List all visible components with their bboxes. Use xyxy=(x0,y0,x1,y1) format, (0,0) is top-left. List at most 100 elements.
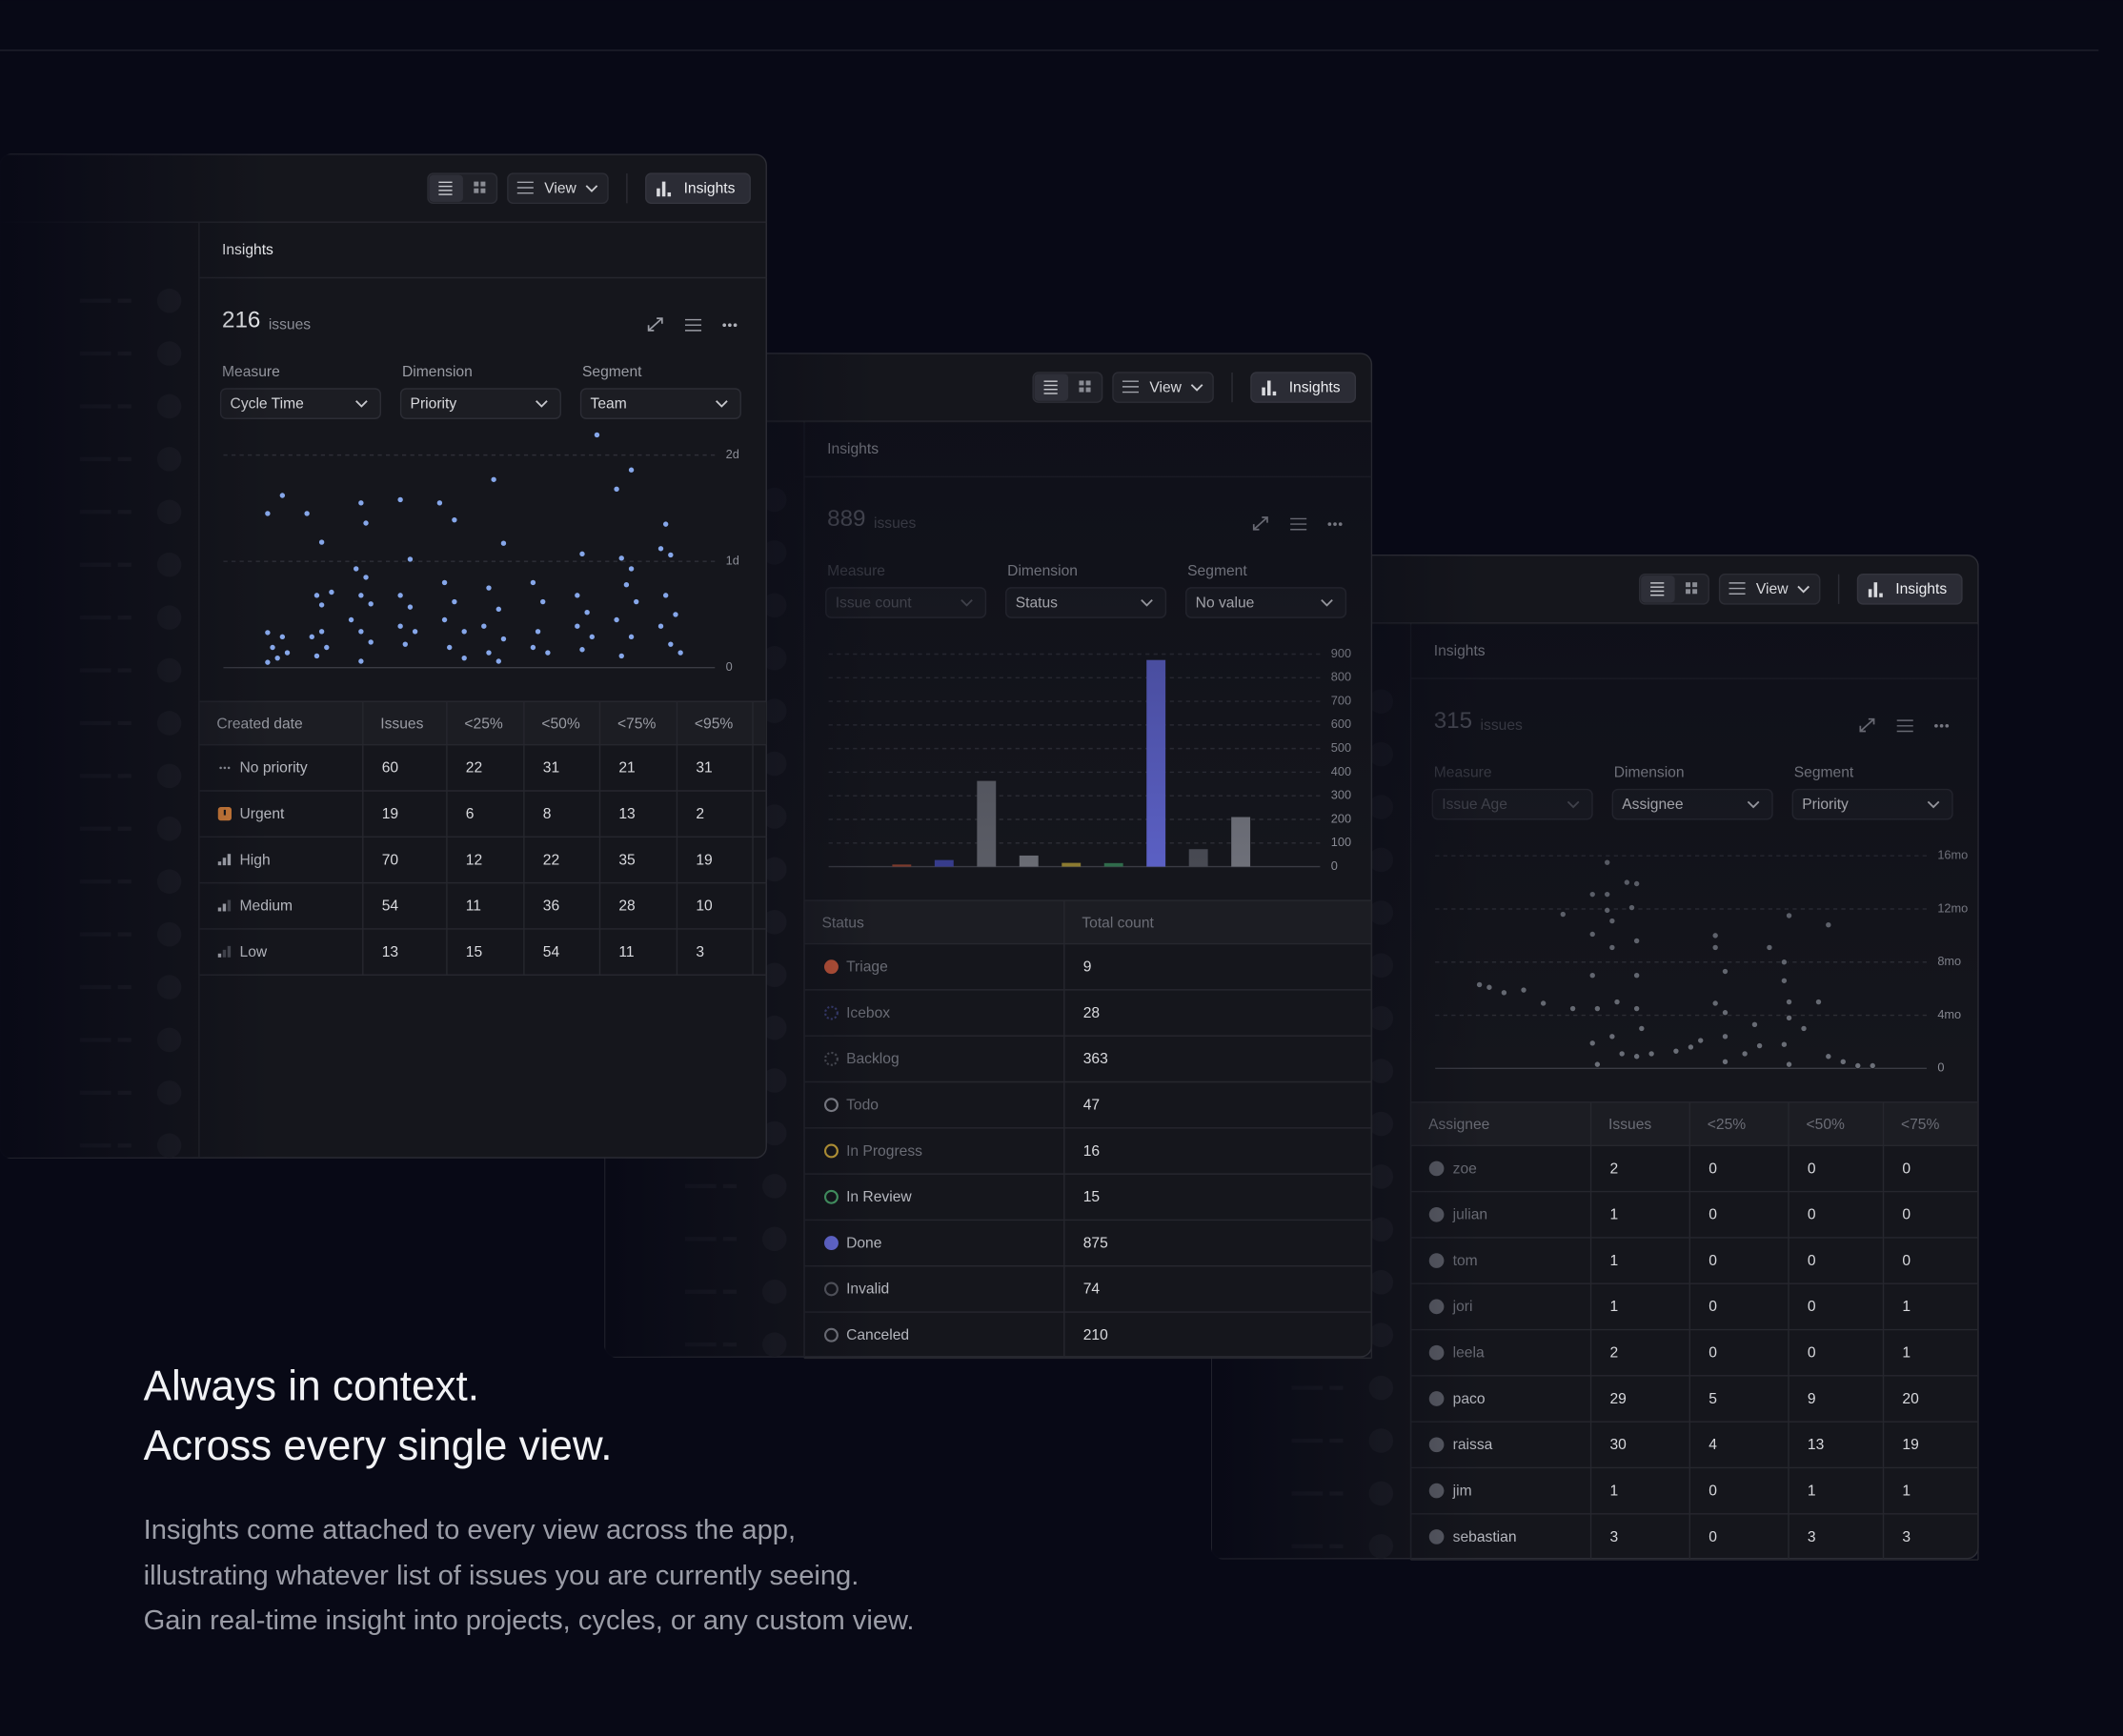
scatter-point xyxy=(574,622,581,630)
left-fade xyxy=(0,154,272,1159)
table-cell: 8 xyxy=(543,806,552,822)
table-cell: 1 xyxy=(1808,1483,1816,1499)
table-cell: 1 xyxy=(1609,1299,1618,1315)
view-label: View xyxy=(1149,379,1182,395)
table-cell: 0 xyxy=(1808,1345,1816,1362)
dropdown-value: Priority xyxy=(411,395,457,412)
chart-icon xyxy=(1873,582,1878,597)
view-button[interactable] xyxy=(507,172,609,205)
layout-toggle-active xyxy=(1034,373,1069,401)
scatter-point xyxy=(662,592,670,599)
expand-icon xyxy=(647,317,663,332)
table-cell: 0 xyxy=(1808,1207,1816,1223)
scatter-point xyxy=(677,649,684,656)
scatter-point xyxy=(499,539,508,547)
table-cell: 22 xyxy=(543,852,559,868)
scatter-point xyxy=(633,597,640,606)
scatter-point xyxy=(406,555,414,563)
dropdown[interactable] xyxy=(579,388,741,419)
column-header: Issues xyxy=(380,717,423,733)
table-cell: 0 xyxy=(1902,1253,1911,1269)
table-cell: 3 xyxy=(1609,1529,1618,1545)
chevron xyxy=(536,400,548,408)
table-cell: 2 xyxy=(696,806,704,822)
insights-button[interactable] xyxy=(1856,573,1963,605)
board-icon xyxy=(1085,380,1091,386)
table-cell: 0 xyxy=(1709,1345,1717,1362)
scatter-point xyxy=(495,605,502,613)
table-cell: 74 xyxy=(1083,1282,1101,1298)
scatter-point xyxy=(529,578,536,587)
scatter-point xyxy=(544,649,552,656)
insights-button[interactable] xyxy=(1250,372,1357,403)
more-icon xyxy=(733,323,738,328)
headline: Always in context. xyxy=(144,1363,479,1410)
table-cell: 0 xyxy=(1709,1299,1717,1315)
scatter-point xyxy=(451,516,458,524)
scatter-point xyxy=(667,551,675,559)
insights-panel: ViewInsightsInsights216issuesMeasureCycl… xyxy=(0,153,767,1159)
layout-toggle-active xyxy=(1641,575,1675,603)
table-cell: 31 xyxy=(543,760,559,777)
view-button[interactable] xyxy=(1112,372,1214,403)
table-cell: 35 xyxy=(618,852,636,868)
scatter-point xyxy=(318,628,326,636)
board-icon xyxy=(480,181,486,187)
table-cell: 12 xyxy=(466,852,482,868)
view-button[interactable] xyxy=(1718,573,1821,605)
body-text: Insights come attached to every view acr… xyxy=(144,1515,796,1545)
scatter-point xyxy=(323,643,331,652)
scatter-point xyxy=(278,633,286,640)
table-cell: 0 xyxy=(1902,1161,1911,1177)
table-cell: 1 xyxy=(1902,1483,1911,1499)
chart-icon xyxy=(661,181,666,197)
chart-icon xyxy=(657,188,660,197)
y-tick-label: 0 xyxy=(726,659,733,674)
scatter-point xyxy=(441,616,449,624)
table-cell: 0 xyxy=(1902,1207,1911,1223)
table-cell: 28 xyxy=(1083,1005,1101,1021)
table-cell: 13 xyxy=(618,806,635,822)
control-label: Dimension xyxy=(402,364,473,380)
table-cell: 20 xyxy=(1902,1391,1919,1407)
scatter-point xyxy=(308,633,315,640)
layout-toggle-active xyxy=(429,174,463,202)
insights-button[interactable] xyxy=(645,172,751,205)
scatter-point xyxy=(313,592,321,599)
table-cell: 1 xyxy=(1902,1345,1911,1362)
dropdown-value: Team xyxy=(591,395,627,412)
table-cell: 0 xyxy=(1808,1299,1816,1315)
board-icon xyxy=(480,188,486,193)
scatter-point xyxy=(348,616,355,624)
table-cell: 19 xyxy=(382,806,398,822)
chevron xyxy=(585,185,598,192)
scatter-point xyxy=(657,545,665,553)
table-cell: 70 xyxy=(382,852,399,868)
scatter-point xyxy=(529,643,536,652)
table-cell: 29 xyxy=(1609,1391,1626,1407)
board-icon xyxy=(1079,387,1084,393)
column-header: <75% xyxy=(1901,1117,1940,1133)
table-cell: 1 xyxy=(1609,1483,1618,1499)
scatter-point xyxy=(578,646,586,654)
table-cell: 3 xyxy=(1808,1529,1816,1545)
chart-icon xyxy=(1266,380,1271,396)
dropdown[interactable] xyxy=(399,388,561,419)
scatter-point xyxy=(353,565,360,573)
table-cell: 19 xyxy=(1902,1437,1918,1453)
body-text: Gain real-time insight into projects, cy… xyxy=(144,1605,915,1636)
scatter-point xyxy=(362,519,370,527)
chart-icon xyxy=(1272,391,1277,396)
insights-label: Insights xyxy=(684,181,736,197)
table-cell: 9 xyxy=(1808,1391,1816,1407)
table-cell: 9 xyxy=(1083,959,1092,976)
scatter-point xyxy=(451,597,458,606)
scatter-point xyxy=(628,466,636,474)
scatter-point xyxy=(535,628,542,636)
view-label: View xyxy=(544,181,576,197)
scatter-point xyxy=(396,592,404,599)
table-cell: 0 xyxy=(1709,1529,1717,1545)
table-cell: 11 xyxy=(466,898,481,915)
board-icon xyxy=(474,188,479,193)
